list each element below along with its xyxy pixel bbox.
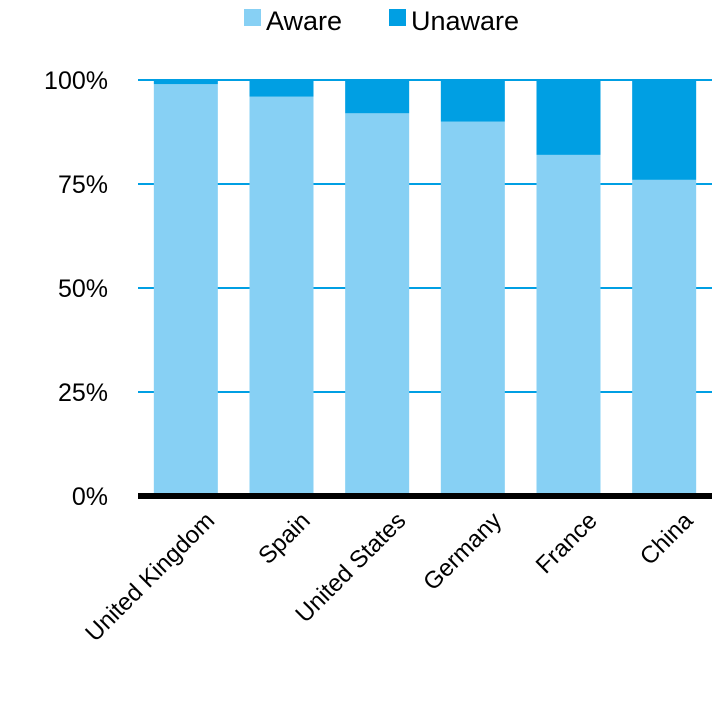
y-tick-label: 75% — [58, 171, 108, 199]
bar-unaware-united-kingdom — [153, 80, 218, 85]
x-tick-label: Spain — [253, 507, 316, 570]
bar-unaware-france — [536, 80, 601, 155]
legend-swatch-unaware — [389, 9, 406, 26]
bar-unaware-germany — [440, 80, 505, 122]
y-tick-label: 25% — [58, 379, 108, 407]
gridlines — [138, 79, 712, 393]
legend-label-aware: Aware — [266, 6, 342, 36]
x-tick-label: France — [531, 507, 603, 579]
bar-aware-united-states — [345, 113, 410, 496]
x-tick-label: China — [635, 507, 699, 571]
bar-aware-china — [632, 179, 697, 496]
bar-unaware-china — [632, 80, 697, 180]
x-tick-label: Germany — [418, 507, 507, 596]
bar-aware-germany — [440, 121, 505, 496]
legend-swatch-aware — [244, 9, 261, 26]
y-tick-label: 100% — [44, 67, 108, 95]
bar-aware-france — [536, 154, 601, 496]
y-axis: 0% 25% 50% 75% 100% — [44, 67, 108, 511]
chart-legend: Aware Unaware — [244, 6, 519, 36]
y-tick-label: 0% — [72, 483, 108, 511]
y-tick-label: 50% — [58, 275, 108, 303]
x-tick-label: United Kingdom — [80, 507, 220, 647]
bar-aware-united-kingdom — [153, 84, 218, 496]
bar-unaware-spain — [249, 80, 314, 97]
bar-unaware-united-states — [345, 80, 410, 114]
legend-label-unaware: Unaware — [411, 6, 519, 36]
bars — [153, 80, 697, 496]
bar-aware-spain — [249, 96, 314, 496]
